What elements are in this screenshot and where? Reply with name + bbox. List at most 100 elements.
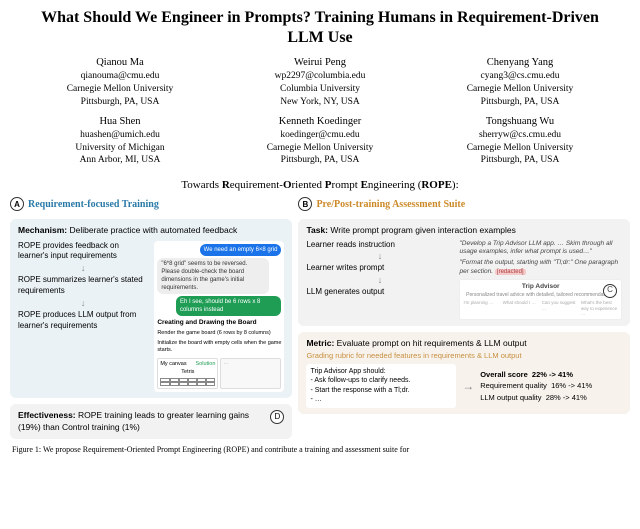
task-step: Learner writes prompt: [306, 263, 453, 274]
rope-p-rest: rompt: [332, 179, 361, 191]
author-name: Qianou Ma: [20, 56, 220, 70]
score-label: LLM output quality: [480, 393, 541, 402]
trip-col: Can you suggest …: [542, 300, 579, 316]
circle-b-icon: B: [298, 197, 312, 211]
mech-step: ROPE provides feedback on learner's inpu…: [18, 241, 148, 263]
canvas-right: ···: [220, 358, 281, 389]
rope-suffix: ):: [452, 179, 459, 191]
label-b-text: Pre/Post-training Assessment Suite: [316, 199, 465, 210]
author-loc: New York, NY, USA: [220, 96, 420, 109]
author-block: Weirui Peng wp2297@columbia.edu Columbia…: [220, 56, 420, 109]
mech-step: ROPE produces LLM output from learner's …: [18, 310, 148, 332]
metric-heading: Metric: Evaluate prompt on hit requireme…: [306, 338, 622, 349]
rope-acronym: ROPE: [421, 179, 452, 191]
canvas-mock: My canvas Solution Tetris ···: [157, 358, 281, 389]
score-label: Requirement quality: [480, 381, 547, 390]
score-row: Overall score 22% -> 41%: [480, 369, 622, 380]
circle-c-icon: C: [603, 284, 617, 298]
chat-mock: We need an empty 6×8 grid "6*8 grid" see…: [154, 241, 284, 393]
mechanism-head-text: Deliberate practice with automated feedb…: [67, 225, 237, 235]
author-email: huashen@umich.edu: [20, 129, 220, 142]
solution-label: Solution: [196, 361, 216, 368]
score-value: 16% -> 41%: [551, 381, 592, 390]
rope-r: R: [222, 179, 230, 191]
chat-user-bubble: Eh I see, should be 6 rows x 8 columns i…: [176, 296, 281, 316]
arrow-down-icon: ↓: [306, 276, 453, 285]
column-a: A Requirement-focused Training Mechanism…: [10, 197, 292, 439]
rope-e-rest: ngineering (: [368, 179, 421, 191]
trip-subtitle: Personalized travel advice with detailed…: [463, 292, 618, 299]
author-affil: Columbia University: [220, 83, 420, 96]
grid-icon: [160, 378, 215, 386]
author-block: Tongshuang Wu sherryw@cs.cmu.edu Carnegi…: [420, 115, 620, 168]
author-name: Weirui Peng: [220, 56, 420, 70]
column-b: B Pre/Post-training Assessment Suite Tas…: [298, 197, 630, 439]
authors-row-1: Qianou Ma qianouma@cmu.edu Carnegie Mell…: [0, 54, 640, 113]
task-panel: Task: Write prompt program given interac…: [298, 219, 630, 326]
rope-o-rest: riented: [292, 179, 325, 191]
trip-title: Trip Advisor: [463, 283, 618, 292]
circle-a-icon: A: [10, 197, 24, 211]
score-label: Overall score: [480, 370, 528, 379]
author-email: koedinger@cmu.edu: [220, 129, 420, 142]
mech-step: ROPE summarizes learner's stated require…: [18, 275, 148, 297]
task-quote: "Develop a Trip Advisor LLM app. … Skim …: [459, 240, 622, 258]
mini-heading: Creating and Drawing the Board: [157, 319, 281, 328]
mini-line: Initialize the board with empty cells wh…: [157, 340, 281, 355]
trip-col: What's the best way to experience …: [581, 300, 618, 316]
author-loc: Ann Arbor, MI, USA: [20, 154, 220, 167]
task-step: LLM generates output: [306, 287, 453, 298]
metric-scores: Overall score 22% -> 41% Requirement qua…: [480, 369, 622, 403]
redacted-badge: [redacted]: [495, 269, 526, 275]
author-affil: Carnegie Mellon University: [20, 83, 220, 96]
score-value: 22% -> 41%: [532, 370, 573, 379]
metric-head-text: Evaluate prompt on hit requirements & LL…: [334, 338, 526, 348]
arrow-down-icon: ↓: [306, 252, 453, 261]
authors-row-2: Hua Shen huashen@umich.edu University of…: [0, 113, 640, 172]
task-steps: Learner reads instruction ↓ Learner writ…: [306, 240, 453, 321]
effectiveness-panel: Effectiveness: ROPE training leads to gr…: [10, 404, 292, 439]
figure-1: A Requirement-focused Training Mechanism…: [0, 197, 640, 439]
tetris-label: Tetris: [160, 369, 215, 376]
author-affil: Carnegie Mellon University: [420, 83, 620, 96]
author-name: Tongshuang Wu: [420, 115, 620, 129]
author-name: Chenyang Yang: [420, 56, 620, 70]
task-quote-text: "Format the output, starting with "Tl;dr…: [459, 259, 618, 275]
canvas-label: My canvas: [160, 361, 186, 368]
grading-note: Grading rubric for needed features in re…: [306, 351, 622, 361]
task-head-text: Write prompt program given interaction e…: [328, 225, 516, 235]
rope-o: O: [283, 179, 292, 191]
rubric-line: - Start the response with a Tl;dr.: [310, 386, 452, 395]
rubric-line: - Ask follow-ups to clarify needs.: [310, 376, 452, 385]
eff-head-bold: Effectiveness:: [18, 410, 76, 420]
arrow-right-icon: →: [462, 378, 474, 394]
rubric-line: - …: [310, 395, 452, 404]
metric-panel: Metric: Evaluate prompt on hit requireme…: [298, 332, 630, 413]
metric-rubric: Trip Advisor App should: - Ask follow-up…: [306, 364, 456, 408]
trip-card: C Trip Advisor Personalized travel advic…: [459, 279, 622, 321]
author-loc: Pittsburgh, PA, USA: [420, 154, 620, 167]
chat-user-bubble: We need an empty 6×8 grid: [200, 244, 282, 256]
canvas-left: My canvas Solution Tetris: [157, 358, 218, 389]
author-email: sherryw@cs.cmu.edu: [420, 129, 620, 142]
paper-title: What Should We Engineer in Prompts? Trai…: [0, 0, 640, 54]
author-block: Kenneth Koedinger koedinger@cmu.edu Carn…: [220, 115, 420, 168]
label-a: A Requirement-focused Training: [10, 197, 292, 211]
author-email: qianouma@cmu.edu: [20, 70, 220, 83]
circle-d-icon: D: [270, 410, 284, 424]
author-affil: University of Michigan: [20, 142, 220, 155]
trip-col: I'm planning …: [463, 300, 500, 316]
rope-prefix: Towards: [181, 179, 221, 191]
chat-system-bubble: "6*8 grid" seems to be reversed. Please …: [157, 258, 269, 294]
author-block: Hua Shen huashen@umich.edu University of…: [20, 115, 220, 168]
author-affil: Carnegie Mellon University: [220, 142, 420, 155]
score-row: Requirement quality 16% -> 41%: [480, 380, 622, 391]
author-email: wp2297@columbia.edu: [220, 70, 420, 83]
metric-head-bold: Metric:: [306, 338, 334, 348]
author-loc: Pittsburgh, PA, USA: [420, 96, 620, 109]
mechanism-heading: Mechanism: Deliberate practice with auto…: [18, 225, 284, 236]
author-email: cyang3@cs.cmu.edu: [420, 70, 620, 83]
mechanism-steps: ROPE provides feedback on learner's inpu…: [18, 241, 148, 393]
label-a-text: Requirement-focused Training: [28, 199, 159, 210]
author-loc: Pittsburgh, PA, USA: [20, 96, 220, 109]
